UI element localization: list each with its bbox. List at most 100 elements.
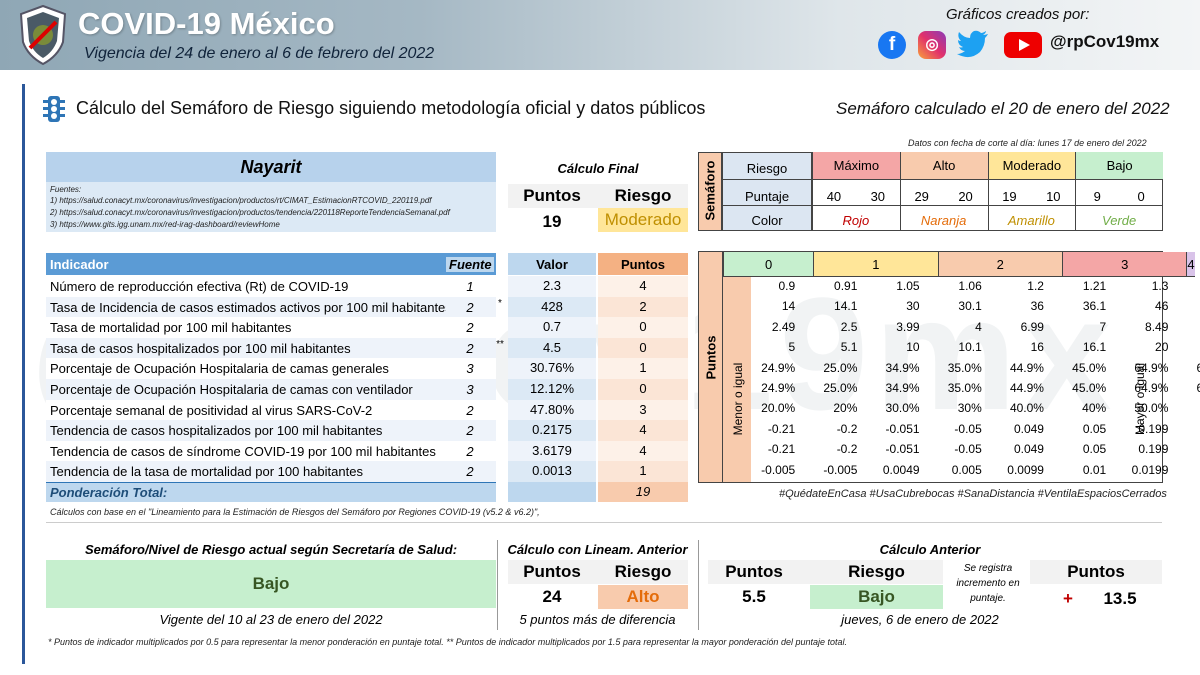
- prev-lineam-risk-label: Riesgo: [614, 562, 672, 581]
- twitter-handle[interactable]: @rpCov19mx: [1050, 32, 1160, 51]
- table-row: [46, 399, 496, 421]
- threshold-cell: -0.2: [836, 442, 858, 457]
- prev-calc-points-label: Puntos: [725, 562, 783, 581]
- final-points-value: 19: [542, 212, 562, 231]
- threshold-cell: 25.0%: [823, 381, 858, 395]
- threshold-cell: 64.9%: [1134, 381, 1169, 395]
- threshold-cell: 50.0%: [1134, 401, 1169, 416]
- ssa-validity: Vigente del 10 al 23 de enero del 2022: [159, 612, 383, 627]
- legend-row-riesgo: Riesgo: [746, 161, 788, 176]
- indicator-source: 2: [466, 443, 474, 459]
- threshold-cell: 7: [1099, 319, 1107, 334]
- threshold-cell: 10: [906, 340, 920, 355]
- threshold-cell: 14: [781, 299, 796, 314]
- table-row: [46, 317, 496, 338]
- table-row: [46, 440, 496, 462]
- instagram-icon[interactable]: ◎: [918, 31, 946, 59]
- threshold-cell: 44.9%: [1009, 381, 1044, 395]
- threshold-cell: 2.49: [771, 319, 796, 334]
- threshold-cell: 65.0%: [1196, 360, 1200, 375]
- threshold-cell: 64.9%: [1134, 360, 1169, 375]
- threshold-cell: 46.1: [1176, 299, 1200, 313]
- indicator-points: 3: [598, 399, 688, 421]
- threshold-cell: 0.01: [1082, 462, 1107, 477]
- indicator-name: Número de reproducción efectiva (Rt) de …: [50, 279, 349, 294]
- threshold-cell: 44.9%: [1009, 360, 1044, 375]
- indicator-source: 2: [466, 402, 474, 418]
- threshold-cell: 30%: [957, 401, 982, 416]
- indicator-name: Tasa de casos hospitalizados por 100 mil…: [50, 340, 351, 356]
- final-calc-title: Cálculo Final: [557, 161, 639, 176]
- bottom-divider-2: [698, 540, 699, 630]
- prev-lineam-risk: Alto: [598, 585, 688, 609]
- source-2[interactable]: 2) https://salud.conacyt.mx/coronavirus/…: [50, 208, 450, 217]
- threshold-cell: 0.2: [1176, 422, 1200, 436]
- prev-calc-header-bg: [708, 560, 943, 584]
- legend-color-name: Amarillo: [1007, 213, 1055, 228]
- threshold-cell: 2.5: [840, 319, 858, 334]
- threshold-cell: 30.0%: [885, 401, 920, 416]
- threshold-cell: 0.0049: [882, 462, 920, 477]
- total-valor-bg: [508, 482, 596, 502]
- legend-score: 40: [826, 189, 842, 204]
- table-row: [46, 296, 496, 318]
- indicator-points: 1: [598, 358, 688, 379]
- legend-score: 0: [1137, 189, 1145, 204]
- credits-label: Gráficos creados por:: [946, 6, 1090, 23]
- threshold-cell: 45.0%: [1072, 381, 1107, 395]
- threshold-cell: 16: [1030, 340, 1044, 355]
- indicator-source: 3: [466, 361, 474, 377]
- final-risk-label: Riesgo: [614, 186, 672, 205]
- table-row: [46, 420, 496, 441]
- points-col-head-3: 3: [1062, 252, 1187, 277]
- threshold-cell: 36: [1030, 299, 1044, 314]
- header-bar: [0, 0, 1200, 70]
- indicator-value: 2.3: [508, 276, 596, 297]
- legend-color-name: Rojo: [842, 213, 870, 228]
- prev-lineam-diff: 5 puntos más de diferencia: [519, 612, 676, 627]
- indicator-name: Porcentaje de Ocupación Hospitalaria de …: [50, 382, 413, 397]
- threshold-cell: 40%: [1082, 401, 1107, 416]
- indicator-name: Tendencia de casos de síndrome COVID-19 …: [50, 443, 436, 459]
- indicator-name: Porcentaje semanal de positividad al vir…: [50, 402, 373, 418]
- prev-calc-risk-label: Riesgo: [848, 562, 905, 581]
- indicator-name: Tendencia de la tasa de mortalidad por 1…: [50, 464, 363, 480]
- threshold-cell: -0.05: [954, 442, 982, 457]
- threshold-cell: 30: [906, 299, 920, 314]
- threshold-cell: 8.5: [1176, 320, 1200, 334]
- prev-calc-date: jueves, 6 de enero de 2022: [841, 612, 999, 627]
- threshold-cell: 20: [1155, 340, 1169, 355]
- header-indicador: Indicador: [50, 257, 109, 272]
- legend-score: 20: [958, 189, 973, 204]
- threshold-cell: 0.02: [1176, 463, 1200, 477]
- indicator-value: 3.6179: [508, 440, 596, 462]
- semaforo-legend: Semáforo Riesgo Puntaje Color Máximo 40 30…: [698, 152, 1163, 231]
- indicator-points: 1: [598, 461, 688, 482]
- threshold-cell: 25.0%: [823, 360, 858, 375]
- total-label: Ponderación Total:: [50, 485, 168, 500]
- source-3[interactable]: 3) https://www.gits.igg.unam.mx/red-irag…: [50, 220, 280, 229]
- legend-score: 19: [1002, 189, 1017, 204]
- validity-subtitle: Vigencia del 24 de enero al 6 de febrero…: [84, 45, 435, 62]
- table-row: [46, 358, 496, 379]
- threshold-cell: -0.051: [885, 442, 920, 457]
- threshold-cell: -0.005: [761, 462, 796, 477]
- threshold-cell: 5: [788, 340, 796, 355]
- puntos-header-bg: [598, 253, 688, 275]
- youtube-icon[interactable]: [1004, 32, 1042, 58]
- prev-calc-points: 5.5: [742, 587, 766, 606]
- twitter-icon[interactable]: [957, 30, 989, 58]
- facebook-icon[interactable]: f: [878, 31, 906, 59]
- threshold-cell: 24.9%: [761, 360, 796, 375]
- increment-note: Se registra incremento en puntaje.: [956, 563, 1020, 604]
- threshold-cell: 0.199: [1138, 421, 1169, 436]
- indicator-name: Porcentaje de Ocupación Hospitalaria de …: [50, 361, 389, 377]
- threshold-cell: 6.99: [1020, 319, 1044, 334]
- source-1[interactable]: 1) https://salud.conacyt.mx/coronavirus/…: [50, 196, 432, 205]
- increment-header-bg: [1030, 560, 1162, 584]
- legend-row-color: Color: [751, 213, 783, 228]
- points-col-head-0: 0: [723, 252, 814, 277]
- prev-lineam-points-label: Puntos: [523, 562, 581, 581]
- threshold-cell: 10.1: [958, 340, 982, 355]
